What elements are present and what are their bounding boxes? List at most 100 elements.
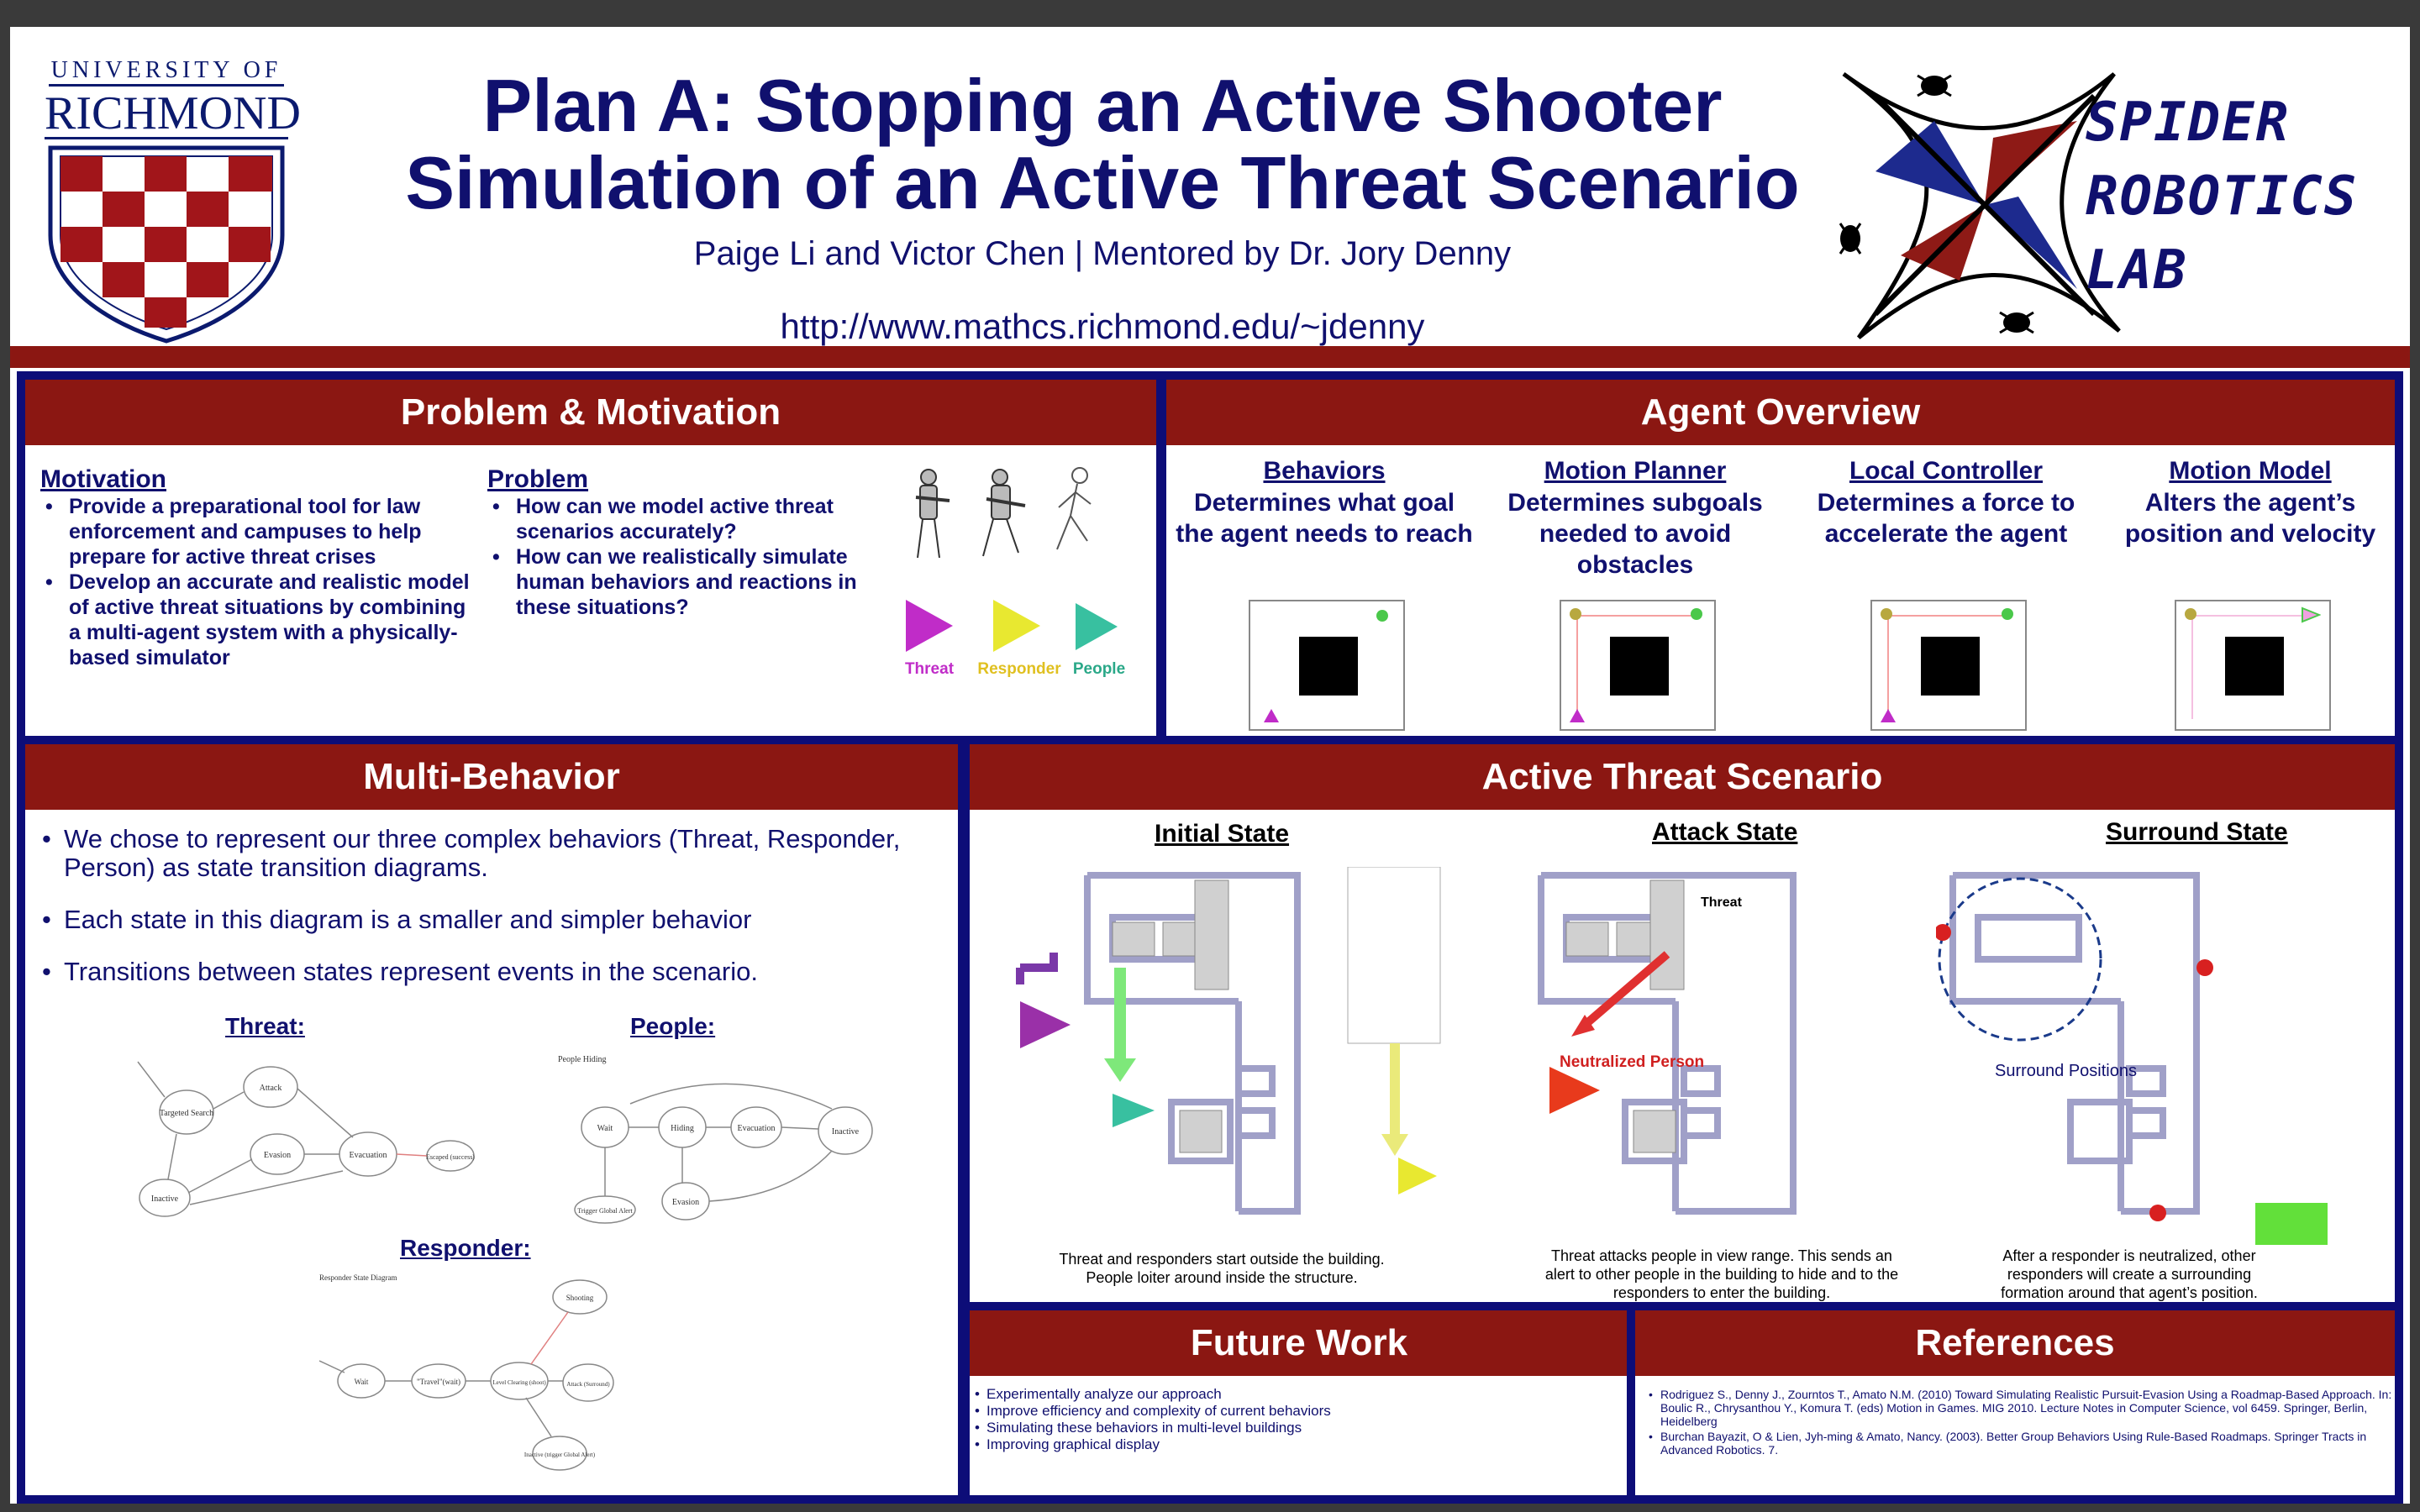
behaviors-desc: Determines what goal the agent needs to …: [1176, 489, 1473, 548]
people-node-label: Trigger Global Alert: [577, 1207, 633, 1215]
authors: Paige Li and Victor Chen | Mentored by D…: [693, 235, 1512, 272]
agent-overview-body: Behaviors Determines what goal the agent…: [1166, 445, 2395, 749]
attack-state-map: [1538, 872, 1797, 1215]
initial-state-map: [1016, 867, 1441, 1215]
lab-line-3: LAB: [2086, 239, 2188, 302]
threat-state-diagram: Targeted Search Attack Evasion Evacuatio…: [137, 1061, 475, 1217]
surround-positions-label: Surround Positions: [1995, 1062, 2137, 1080]
university-logo: UNIVERSITY OF RICHMOND: [40, 57, 301, 351]
spider-lab-name: SPIDER ROBOTICS LAB: [2086, 86, 2358, 307]
initial-state-title: Initial State: [1155, 820, 1290, 848]
title-line-1: Plan A: Stopping an Active Shooter: [482, 64, 1723, 147]
reference-item: Burchan Bayazit, O & Lien, Jyh-ming & Am…: [1647, 1430, 2395, 1457]
poster: UNIVERSITY OF RICHMOND: [10, 27, 2410, 1504]
motivation-title: Motivation: [40, 465, 166, 493]
lab-url[interactable]: http://www.mathcs.richmond.edu/~jdenny: [780, 307, 1425, 346]
future-work-list: Experimentally analyze our approach Impr…: [973, 1386, 1628, 1453]
problem-section: Problem How can we model active threat s…: [487, 465, 865, 620]
title-line-2: Simulation of an Active Threat Scenario: [405, 141, 1800, 224]
problem-title: Problem: [487, 465, 589, 493]
multi-behavior-list: We chose to represent our three complex …: [39, 825, 946, 1010]
motion-model-title: Motion Model: [2169, 457, 2332, 485]
threat-node-label: Targeted Search: [160, 1109, 213, 1118]
future-work-heading: Future Work: [970, 1310, 1628, 1376]
surround-state-title: Surround State: [2106, 818, 2288, 846]
future-work-item: Experimentally analyze our approach: [973, 1386, 1628, 1403]
motion-model-figure: [2175, 600, 2331, 731]
motion-model-desc: Alters the agent’s position and velocity: [2124, 489, 2376, 548]
attack-state-title: Attack State: [1652, 818, 1798, 846]
responder-node-label: Wait: [355, 1378, 369, 1386]
motivation-item: Develop an accurate and realistic model …: [40, 570, 477, 670]
university-shield-icon: [48, 145, 285, 344]
active-threat-panel: Active Threat Scenario Initial State Att…: [961, 736, 2403, 1341]
problem-motivation-panel: Problem & Motivation Motivation Provide …: [17, 371, 1165, 758]
threat-map-label: Threat: [1701, 895, 1742, 910]
threat-diagram-title: Threat:: [225, 1013, 305, 1039]
threat-node-label: Attack: [260, 1084, 282, 1093]
lab-line-1: SPIDER: [2086, 92, 2291, 154]
motion-planner-figure: [1560, 600, 1716, 731]
local-controller-figure: [1870, 600, 2027, 731]
responder-state-diagram: Responder State Diagram Wait: [318, 1273, 614, 1471]
lab-line-2: ROBOTICS: [2086, 165, 2359, 228]
agent-overview-panel: Agent Overview Behaviors Determines what…: [1158, 371, 2403, 758]
title-block: Plan A: Stopping an Active Shooter Simul…: [346, 67, 1859, 347]
responder-diagram-title: Responder:: [400, 1235, 531, 1261]
motion-planner-title: Motion Planner: [1544, 457, 1727, 485]
references-heading: References: [1635, 1310, 2395, 1376]
responder-node-label: Level Clearing (shoot): [492, 1379, 546, 1386]
local-controller-title: Local Controller: [1849, 457, 2044, 485]
behaviors-column: Behaviors Determines what goal the agent…: [1173, 457, 1476, 731]
responder-node-label: Attack (Surround): [566, 1381, 610, 1388]
problem-item: How can we realistically simulate human …: [487, 544, 865, 620]
references-panel: References Rodriguez S., Denny J., Zourn…: [1627, 1302, 2403, 1504]
multi-behavior-panel: Multi-Behavior We chose to represent our…: [17, 736, 966, 1504]
agent-overview-heading: Agent Overview: [1166, 380, 2395, 445]
motion-model-column: Motion Model Alters the agent’s position…: [2099, 457, 2402, 731]
motion-planner-column: Motion Planner Determines subgoals neede…: [1484, 457, 1786, 731]
problem-motivation-heading: Problem & Motivation: [25, 380, 1156, 445]
motion-planner-desc: Determines subgoals needed to avoid obst…: [1507, 489, 1763, 579]
motivation-item: Provide a preparational tool for law enf…: [40, 494, 477, 570]
people-node-label: Hiding: [671, 1124, 694, 1133]
local-controller-desc: Determines a force to accelerate the age…: [1817, 489, 2075, 548]
people-diagram-title: People:: [630, 1013, 716, 1039]
people-node-label: Wait: [597, 1124, 613, 1133]
multi-behavior-heading: Multi-Behavior: [25, 744, 958, 810]
multi-behavior-item: Transitions between states represent eve…: [39, 958, 946, 987]
surround-state-caption: After a responder is neutralized, other …: [2001, 1247, 2258, 1301]
threat-node-label: Inactive: [151, 1194, 179, 1204]
motivation-section: Motivation Provide a preparational tool …: [40, 465, 477, 670]
future-work-item: Simulating these behaviors in multi-leve…: [973, 1420, 1628, 1436]
problem-list: How can we model active threat scenarios…: [487, 494, 865, 620]
threat-node-label: Evacuation: [350, 1151, 387, 1160]
responder-node-label: "Travel"(wait): [417, 1378, 460, 1386]
future-work-panel: Future Work Experimentally analyze our a…: [961, 1302, 1637, 1504]
motivation-list: Provide a preparational tool for law enf…: [40, 494, 477, 670]
future-work-item: Improve efficiency and complexity of cur…: [973, 1403, 1628, 1420]
agent-figures-icon: [915, 467, 1092, 559]
people-state-diagram: People Hiding Wait: [558, 1055, 873, 1224]
responder-triangle-icon: [993, 600, 1040, 652]
threat-node-label: Escaped (success): [426, 1153, 475, 1161]
behaviors-figure: [1249, 600, 1405, 731]
attack-state-caption: Threat attacks people in view range. Thi…: [1544, 1247, 1899, 1301]
reference-item: Rodriguez S., Denny J., Zourntos T., Ama…: [1647, 1388, 2395, 1428]
responder-diagram-label: Responder State Diagram: [319, 1273, 397, 1282]
future-work-item: Improving graphical display: [973, 1436, 1628, 1453]
behaviors-title: Behaviors: [1263, 457, 1386, 485]
people-node-label: Evacuation: [738, 1124, 776, 1133]
active-threat-body: Initial State Attack State Surround Stat…: [970, 810, 2395, 1332]
legend-people-label: People: [1072, 660, 1126, 678]
references-list: Rodriguez S., Denny J., Zourntos T., Ama…: [1647, 1388, 2395, 1458]
active-threat-heading: Active Threat Scenario: [970, 744, 2395, 810]
problem-item: How can we model active threat scenarios…: [487, 494, 865, 544]
multi-behavior-body: We chose to represent our three complex …: [25, 810, 958, 1495]
neutralized-person-label: Neutralized Person: [1560, 1053, 1705, 1071]
responder-node-label: Inactive (trigger Global Alert): [524, 1452, 596, 1458]
threat-triangle-icon: [906, 600, 953, 652]
local-controller-column: Local Controller Determines a force to a…: [1795, 457, 2097, 731]
people-diagram-label: People Hiding: [558, 1055, 607, 1064]
people-node-label: Evasion: [672, 1198, 699, 1207]
